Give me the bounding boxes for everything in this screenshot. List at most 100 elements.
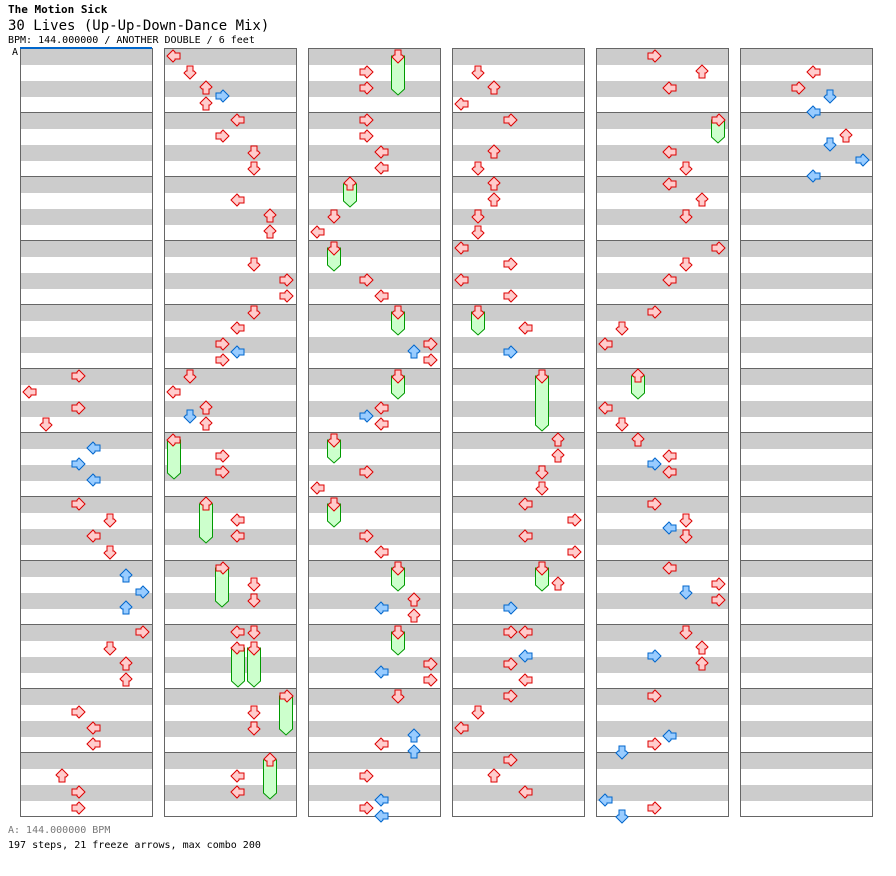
up-arrow-icon xyxy=(550,448,566,464)
measure xyxy=(164,560,297,625)
up-arrow-icon xyxy=(838,128,854,144)
measure xyxy=(20,368,153,433)
right-arrow-icon xyxy=(502,656,518,672)
footer-bpm: A: 144.000000 BPM xyxy=(8,825,111,836)
measure xyxy=(164,432,297,497)
measure xyxy=(20,560,153,625)
measure xyxy=(740,688,873,753)
measure xyxy=(452,432,585,497)
left-arrow-icon xyxy=(374,400,390,416)
left-arrow-icon xyxy=(518,672,534,688)
up-arrow-icon xyxy=(486,192,502,208)
down-arrow-icon xyxy=(246,144,262,160)
down-arrow-icon xyxy=(102,512,118,528)
down-arrow-icon xyxy=(678,512,694,528)
down-arrow-icon xyxy=(246,304,262,320)
up-arrow-icon xyxy=(118,672,134,688)
measure xyxy=(740,624,873,689)
down-arrow-icon xyxy=(614,808,630,824)
up-arrow-icon xyxy=(694,640,710,656)
right-arrow-icon xyxy=(502,624,518,640)
right-arrow-icon xyxy=(358,272,374,288)
left-arrow-icon xyxy=(806,104,822,120)
left-arrow-icon xyxy=(662,144,678,160)
right-arrow-icon xyxy=(710,592,726,608)
freeze-arrow-down xyxy=(390,368,406,400)
left-arrow-icon xyxy=(454,720,470,736)
measure xyxy=(596,304,729,369)
right-arrow-icon xyxy=(502,256,518,272)
left-arrow-icon xyxy=(230,344,246,360)
right-arrow-icon xyxy=(358,112,374,128)
up-arrow-icon xyxy=(118,656,134,672)
measure xyxy=(20,176,153,241)
left-arrow-icon xyxy=(310,480,326,496)
right-arrow-icon xyxy=(214,464,230,480)
measure xyxy=(164,112,297,177)
measure xyxy=(452,112,585,177)
left-arrow-icon xyxy=(166,384,182,400)
freeze-arrow-up xyxy=(630,368,646,400)
right-arrow-icon xyxy=(214,352,230,368)
up-arrow-icon xyxy=(550,576,566,592)
left-arrow-icon xyxy=(22,384,38,400)
right-arrow-icon xyxy=(502,288,518,304)
left-arrow-icon xyxy=(374,736,390,752)
freeze-arrow-up xyxy=(198,496,214,544)
left-arrow-icon xyxy=(86,440,102,456)
left-arrow-icon xyxy=(374,544,390,560)
down-arrow-icon xyxy=(38,416,54,432)
up-arrow-icon xyxy=(630,432,646,448)
left-arrow-icon xyxy=(662,448,678,464)
down-arrow-icon xyxy=(614,416,630,432)
up-arrow-icon xyxy=(54,768,70,784)
right-arrow-icon xyxy=(134,584,150,600)
down-arrow-icon xyxy=(534,464,550,480)
down-arrow-icon xyxy=(326,208,342,224)
left-arrow-icon xyxy=(166,48,182,64)
left-arrow-icon xyxy=(518,784,534,800)
left-arrow-icon xyxy=(230,784,246,800)
up-arrow-icon xyxy=(198,96,214,112)
freeze-arrow-down xyxy=(326,496,342,528)
down-arrow-icon xyxy=(534,368,550,388)
right-arrow-icon xyxy=(214,88,230,104)
measure xyxy=(20,432,153,497)
right-arrow-icon xyxy=(70,496,86,512)
left-arrow-icon xyxy=(230,528,246,544)
left-arrow-icon xyxy=(662,272,678,288)
left-arrow-icon xyxy=(374,808,390,824)
right-arrow-icon xyxy=(854,152,870,168)
right-arrow-icon xyxy=(214,560,230,580)
up-arrow-icon xyxy=(406,744,422,760)
left-arrow-icon xyxy=(86,528,102,544)
measure xyxy=(452,688,585,753)
right-arrow-icon xyxy=(70,704,86,720)
freeze-arrow-right xyxy=(214,560,230,608)
up-arrow-icon xyxy=(486,768,502,784)
up-arrow-icon xyxy=(118,600,134,616)
right-arrow-icon xyxy=(278,272,294,288)
right-arrow-icon xyxy=(646,456,662,472)
down-arrow-icon xyxy=(614,320,630,336)
down-arrow-icon xyxy=(182,408,198,424)
measure xyxy=(164,48,297,113)
down-arrow-icon xyxy=(246,704,262,720)
freeze-arrow-up xyxy=(342,176,358,208)
down-arrow-icon xyxy=(246,624,262,640)
measure xyxy=(740,240,873,305)
left-arrow-icon xyxy=(662,560,678,576)
left-arrow-icon xyxy=(806,168,822,184)
down-arrow-icon xyxy=(534,560,550,580)
left-arrow-icon xyxy=(454,272,470,288)
measure xyxy=(308,304,441,369)
down-arrow-icon xyxy=(182,64,198,80)
measure xyxy=(308,176,441,241)
up-arrow-icon xyxy=(198,416,214,432)
down-arrow-icon xyxy=(390,368,406,388)
up-arrow-icon xyxy=(262,208,278,224)
measure xyxy=(20,112,153,177)
down-arrow-icon xyxy=(246,640,262,660)
measure xyxy=(596,496,729,561)
down-arrow-icon xyxy=(678,584,694,600)
